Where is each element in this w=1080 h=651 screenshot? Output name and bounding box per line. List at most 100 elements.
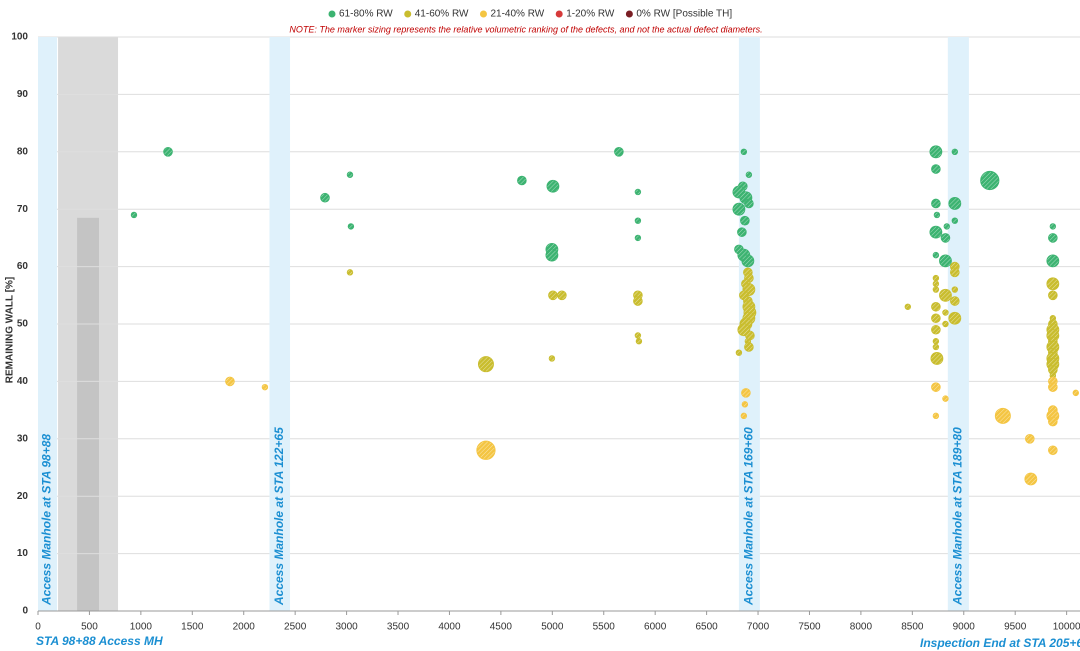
bubble (932, 412, 940, 420)
manhole-band (947, 37, 969, 611)
bubble (741, 401, 749, 408)
x-tick-label: 2500 (284, 622, 307, 633)
x-tick-label: 7000 (747, 622, 770, 633)
y-tick-label: 80 (17, 146, 29, 157)
x-tick-label: 8500 (901, 622, 924, 633)
end-label: Inspection End at STA 205+6 (920, 636, 1080, 650)
bubble (261, 383, 269, 391)
bubble (943, 223, 950, 230)
bubble (745, 330, 755, 341)
y-tick-label: 100 (11, 32, 28, 43)
x-tick-label: 10000 (1053, 622, 1080, 633)
bubble (942, 395, 949, 402)
bubble (1046, 277, 1060, 291)
manhole-band (38, 37, 58, 611)
y-tick-label: 20 (17, 491, 29, 502)
bubble (633, 296, 643, 306)
x-tick-label: 3500 (387, 622, 410, 633)
bubble (932, 343, 940, 351)
bubble (346, 171, 354, 178)
bubble (548, 290, 558, 301)
y-tick-label: 0 (22, 606, 28, 617)
legend-marker (555, 10, 563, 18)
y-tick-label: 40 (17, 376, 29, 387)
bubble (546, 179, 560, 193)
bubble (477, 356, 494, 373)
bubble (548, 355, 556, 362)
y-axis-label: REMAINING WALL [%] (5, 277, 16, 383)
y-tick-label: 90 (17, 89, 29, 100)
bubble (942, 309, 949, 316)
shaded-region (77, 217, 99, 611)
bubble (346, 269, 354, 276)
x-tick-label: 9500 (1004, 622, 1027, 633)
bubble (614, 147, 624, 157)
bubble (931, 382, 941, 392)
bubble (929, 145, 943, 159)
bubble (744, 198, 754, 209)
bubble (1048, 445, 1058, 456)
bubble (931, 301, 941, 312)
x-tick-label: 4000 (438, 622, 461, 633)
bubble (634, 234, 642, 242)
bubble (745, 171, 753, 178)
bubble (1048, 382, 1058, 392)
legend-label: 41-60% RW (415, 9, 469, 20)
bubble (320, 192, 330, 203)
bubble (1025, 433, 1035, 444)
x-tick-label: 9000 (953, 622, 976, 633)
bubble (737, 227, 747, 237)
bubble (951, 286, 959, 293)
bubble (994, 407, 1011, 424)
bubble (1049, 223, 1057, 230)
bubble (744, 342, 754, 352)
bubble (732, 202, 746, 216)
legend-marker (625, 10, 633, 18)
bubble (347, 223, 355, 230)
manhole-band (269, 37, 291, 611)
legend-label: 1-20% RW (566, 9, 615, 20)
bubble (634, 217, 642, 224)
bubble (1048, 290, 1058, 301)
band-label: Access Manhole at STA 98+88 (40, 434, 54, 606)
y-tick-label: 50 (17, 319, 29, 330)
bubble (940, 233, 951, 243)
bubble (740, 148, 748, 155)
bubble (950, 296, 960, 306)
x-tick-label: 1500 (181, 622, 204, 633)
x-tick-label: 500 (81, 622, 98, 633)
bubble (948, 311, 962, 325)
y-tick-label: 30 (17, 433, 29, 444)
bubble (931, 324, 941, 335)
legend-label: 0% RW [Possible TH] (636, 9, 732, 20)
bubble (929, 225, 943, 239)
note: NOTE: The marker sizing represents the r… (289, 24, 762, 34)
legend-label: 61-80% RW (339, 9, 393, 20)
x-tick-label: 2000 (233, 622, 256, 633)
bubble (163, 147, 173, 157)
bubble (740, 412, 748, 420)
start-label: STA 98+88 Access MH (36, 634, 163, 648)
bubble (931, 198, 941, 209)
bubble (931, 164, 941, 174)
x-tick-label: 5000 (541, 622, 564, 633)
bubble (932, 280, 940, 288)
bubble (1024, 472, 1038, 486)
bubble (933, 211, 941, 219)
legend-marker (404, 10, 412, 18)
legend-label: 21-40% RW (490, 9, 544, 20)
bubble (1048, 233, 1058, 243)
band-label: Access Manhole at STA 169+60 (742, 427, 756, 606)
bubble (735, 349, 743, 356)
bubble (476, 440, 496, 460)
bubble (1048, 416, 1058, 427)
bubble (634, 332, 642, 339)
x-tick-label: 7500 (798, 622, 821, 633)
x-tick-label: 0 (35, 622, 41, 633)
band-label: Access Manhole at STA 122+65 (272, 427, 286, 606)
x-tick-label: 5500 (593, 622, 616, 633)
bubble (939, 254, 952, 268)
bubble (930, 352, 944, 365)
bubble (942, 320, 949, 328)
x-tick-label: 6000 (644, 622, 667, 633)
